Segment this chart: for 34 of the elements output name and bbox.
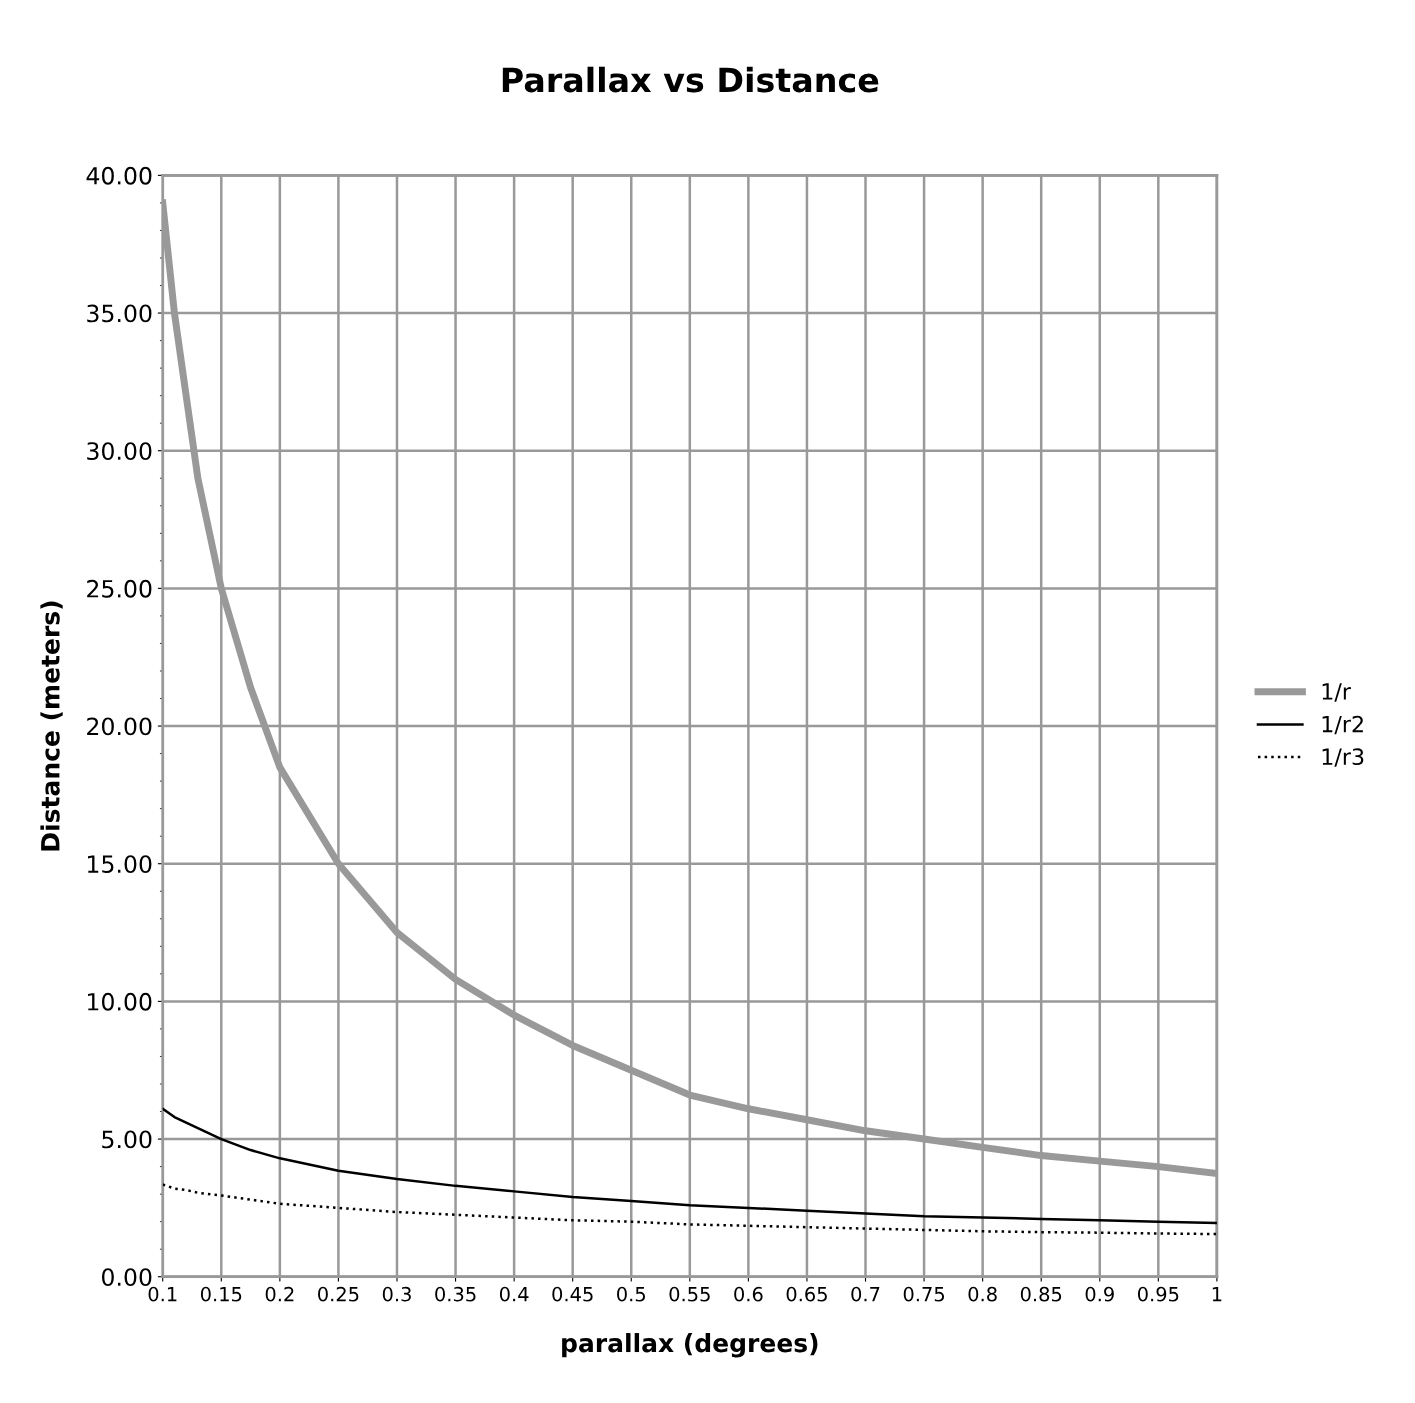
y-tick-label: 30.00 xyxy=(87,442,152,461)
x-tick-label: 1 xyxy=(1212,1287,1222,1302)
x-tick-label: 0.7 xyxy=(851,1286,880,1302)
y-tick-label: 0.00 xyxy=(101,1268,152,1287)
chart-title: Parallax vs Distance xyxy=(502,66,879,93)
legend-label: 1/r xyxy=(1322,683,1351,702)
x-tick-label: 0.95 xyxy=(1137,1286,1179,1302)
x-tick-label: 0.55 xyxy=(669,1286,710,1302)
x-tick-label: 0.65 xyxy=(786,1286,827,1302)
x-tick-label: 0.5 xyxy=(617,1286,646,1302)
x-tick-label: 0.45 xyxy=(552,1286,593,1302)
x-axis-title: parallax (degrees) xyxy=(562,1333,818,1358)
y-tick-label: 5.00 xyxy=(102,1130,152,1149)
y-tick-label: 40.00 xyxy=(86,166,152,185)
x-tick-label: 0.85 xyxy=(1020,1286,1062,1302)
x-tick-label: 0.25 xyxy=(318,1286,359,1302)
x-tick-label: 0.15 xyxy=(200,1286,242,1302)
x-tick-label: 0.35 xyxy=(435,1286,476,1302)
x-tick-label: 0.4 xyxy=(499,1286,529,1302)
x-tick-label: 0.1 xyxy=(148,1286,177,1302)
y-tick-label: 15.00 xyxy=(88,855,152,874)
y-tick-label: 35.00 xyxy=(87,304,152,323)
x-tick-label: 0.9 xyxy=(1085,1286,1114,1302)
y-axis-title: Distance (meters) xyxy=(40,601,63,851)
x-tick-label: 0.75 xyxy=(903,1286,945,1302)
y-tick-label: 20.00 xyxy=(87,717,152,736)
legend-label: 1/r3 xyxy=(1322,748,1364,767)
x-tick-label: 0.8 xyxy=(968,1286,997,1302)
legend-label: 1/r2 xyxy=(1322,715,1363,735)
x-tick-label: 0.6 xyxy=(734,1286,763,1302)
y-tick-label: 10.00 xyxy=(88,992,152,1011)
x-tick-label: 0.3 xyxy=(382,1286,411,1302)
y-tick-label: 25.00 xyxy=(87,579,152,598)
x-tick-label: 0.2 xyxy=(265,1286,294,1302)
